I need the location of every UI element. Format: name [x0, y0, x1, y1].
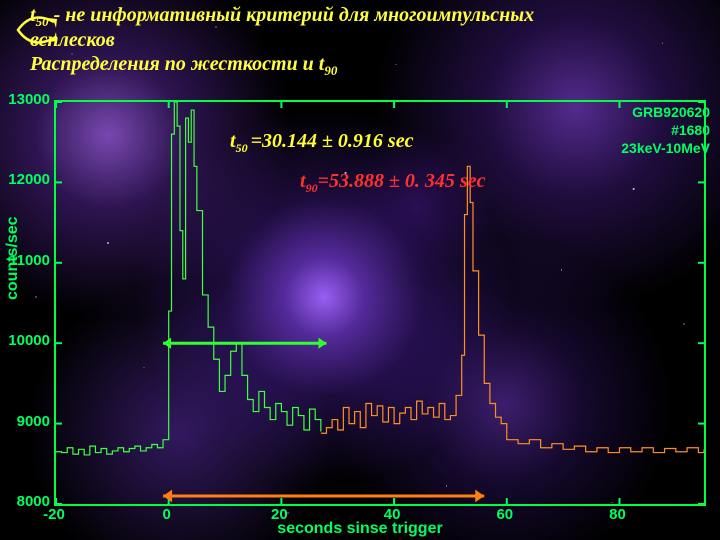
x-tick-label: 60 [485, 506, 525, 523]
t50-val: =30.144 ± 0.916 sec [251, 130, 414, 152]
t90-annotation: t90=53.888 ± 0. 345 sec [300, 170, 485, 196]
chart-label-band: 23keV-10MeV [621, 140, 710, 156]
t90-val: =53.888 ± 0. 345 sec [318, 170, 486, 192]
t50-sub: 50 [236, 141, 251, 155]
chart-svg [56, 102, 704, 504]
header-line3-sub: 90 [324, 63, 337, 78]
t50-symbol-sub: 50 [36, 14, 49, 29]
x-tick-label: 40 [372, 506, 412, 523]
header-text: t50 - не информативный критерий для мног… [30, 4, 710, 78]
header-line3-pre: Распределения по жесткости и t [30, 53, 324, 75]
header-line2: всплесков [30, 29, 710, 53]
x-tick-label: -20 [34, 506, 74, 523]
slide: t50 - не информативный критерий для мног… [0, 0, 720, 540]
chart-label-id: #1680 [671, 122, 710, 138]
chart-plot-area [54, 100, 706, 506]
y-tick-label: 10000 [0, 332, 50, 349]
t50-annotation: t50 =30.144 ± 0.916 sec [230, 130, 413, 156]
x-tick-label: 20 [259, 506, 299, 523]
y-tick-label: 13000 [0, 91, 50, 108]
y-tick-label: 9000 [0, 413, 50, 430]
header-line1-text: - не информативный критерий для многоимп… [49, 4, 535, 26]
y-tick-label: 11000 [0, 252, 50, 269]
x-tick-label: 80 [597, 506, 637, 523]
chart-label-grb: GRB920620 [632, 104, 710, 120]
t90-sub: 90 [306, 181, 318, 195]
y-tick-label: 12000 [0, 171, 50, 188]
x-tick-label: 0 [147, 506, 187, 523]
